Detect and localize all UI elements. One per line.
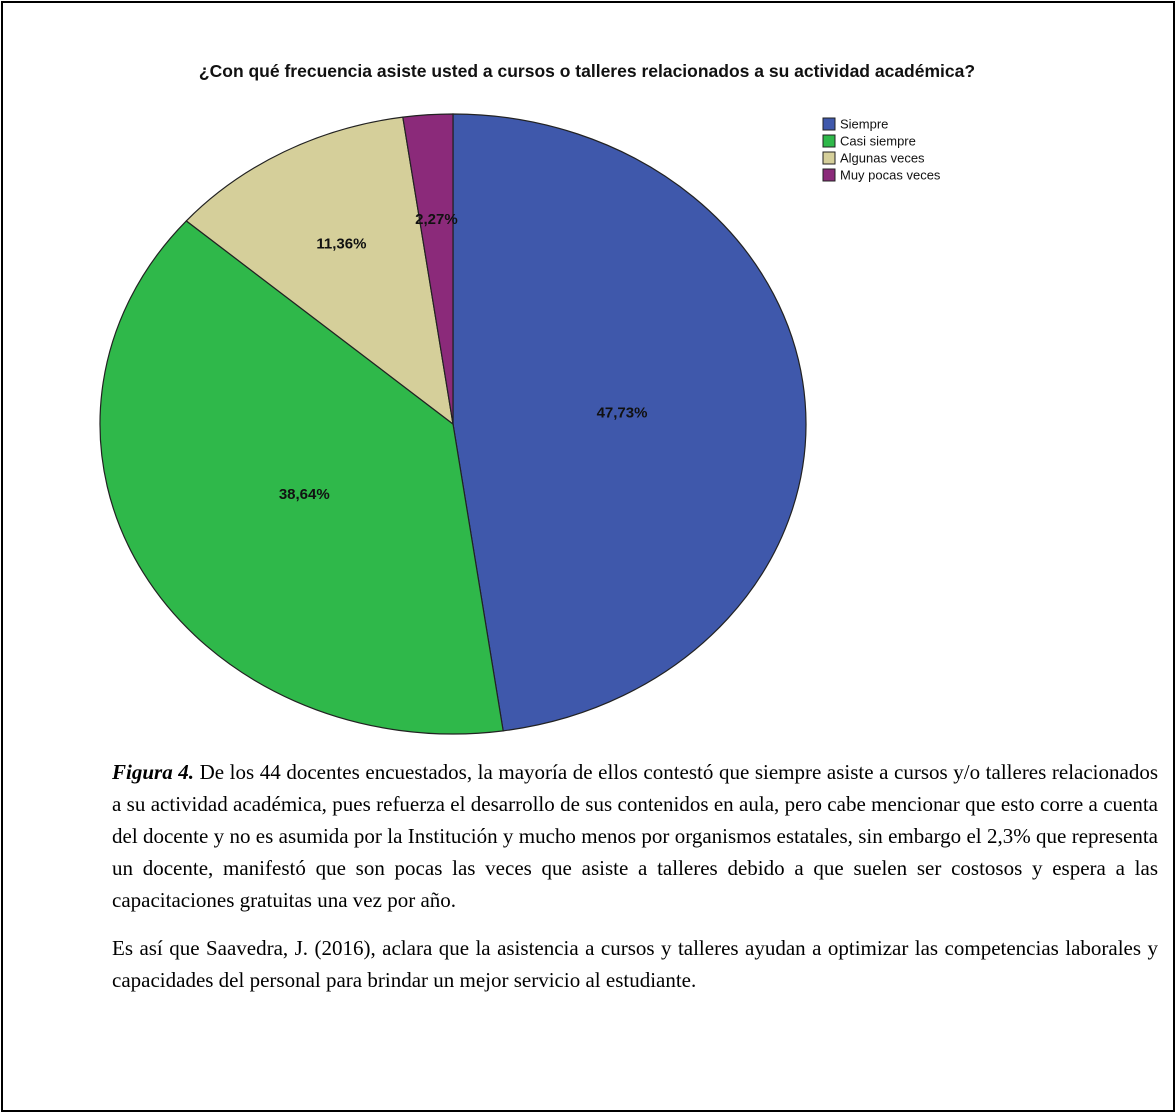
- caption-paragraph: Figura 4. De los 44 docentes encuestados…: [112, 756, 1158, 916]
- figure-label: Figura 4.: [112, 760, 195, 784]
- legend-swatch: [822, 151, 836, 165]
- data-label: 11,36%: [316, 235, 366, 252]
- caption: Figura 4. De los 44 docentes encuestados…: [112, 756, 1158, 1012]
- legend-swatch: [822, 134, 836, 148]
- chart-title: ¿Con qué frecuencia asiste usted a curso…: [198, 61, 976, 81]
- legend-label: Siempre: [840, 116, 888, 131]
- caption-text: De los 44 docentes encuestados, la mayor…: [112, 760, 1158, 912]
- data-label: 38,64%: [279, 486, 330, 503]
- pie-slice: [452, 113, 807, 732]
- pie-slice: [185, 116, 454, 426]
- legend-swatch: [822, 117, 836, 131]
- caption-paragraph: Es así que Saavedra, J. (2016), aclara q…: [112, 936, 1158, 992]
- legend-label: Muy pocas veces: [840, 167, 941, 182]
- data-label: 47,73%: [597, 404, 648, 421]
- data-label: 2,27%: [415, 211, 458, 228]
- legend-label: Algunas veces: [840, 150, 925, 165]
- legend-swatch: [822, 168, 836, 182]
- chart: 47,73% 38,64% 11,36% 2,27% Siempre Casi siemp…: [99, 113, 941, 735]
- pie-slice: [402, 113, 454, 425]
- pie-slice: [99, 220, 504, 735]
- legend-label: Casi siempre: [840, 133, 916, 148]
